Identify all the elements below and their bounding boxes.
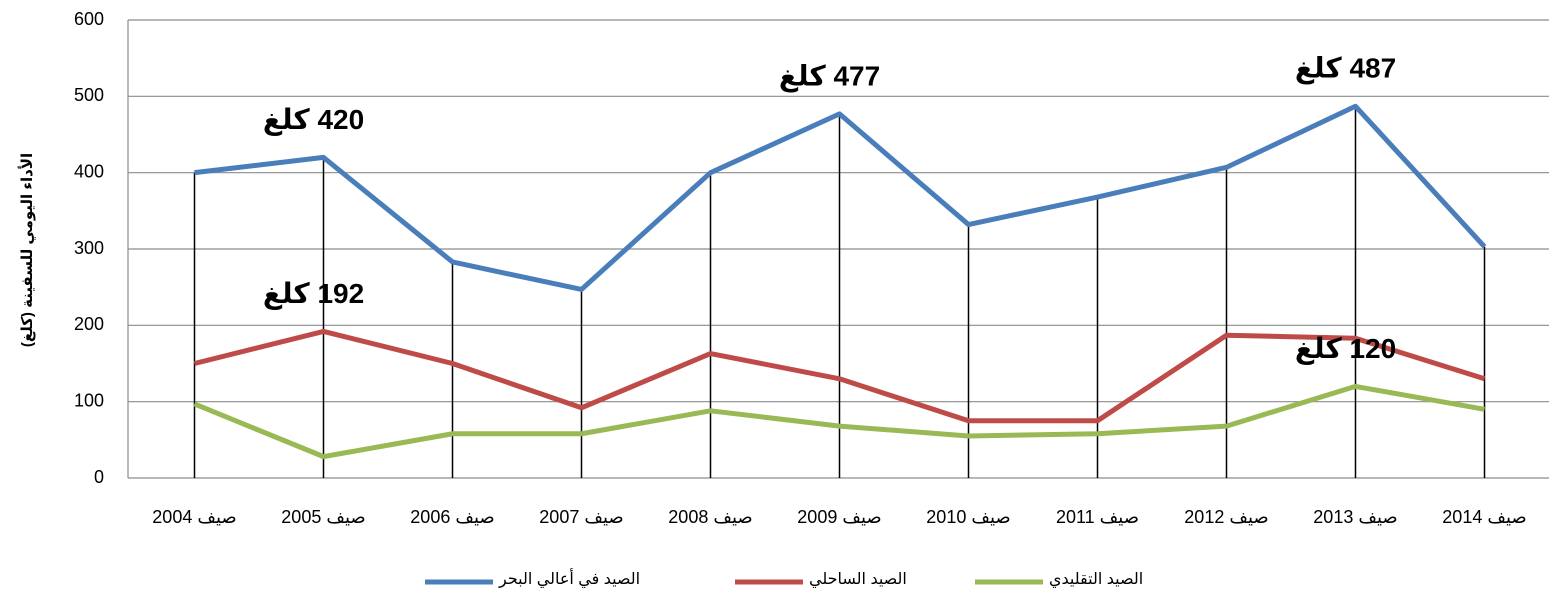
legend-label: الصيد في أعالي البحر xyxy=(498,568,640,589)
x-tick-label: صيف 2010 xyxy=(926,507,1010,527)
x-tick-label: صيف 2008 xyxy=(668,507,752,527)
value-label: 120 كلغ xyxy=(1295,333,1396,365)
x-tick-label: صيف 2004 xyxy=(152,507,236,527)
x-tick-label: صيف 2014 xyxy=(1442,507,1526,527)
y-tick-label: 500 xyxy=(74,85,104,105)
legend-label: الصيد الساحلي xyxy=(809,571,907,589)
x-tick-label: صيف 2005 xyxy=(281,507,365,527)
x-tick-label: صيف 2009 xyxy=(797,507,881,527)
value-label: 477 كلغ xyxy=(779,60,880,92)
y-axis-label: الأداء اليومي للسفينة (كلغ) xyxy=(18,153,36,347)
series-line xyxy=(193,383,1485,460)
x-tick-label: صيف 2006 xyxy=(410,507,494,527)
y-tick-label: 400 xyxy=(74,161,104,181)
value-label: 420 كلغ xyxy=(263,104,364,136)
value-label: 192 كلغ xyxy=(263,278,364,310)
series-line xyxy=(194,103,1487,292)
x-tick-label: صيف 2012 xyxy=(1184,507,1268,527)
y-tick-label: 600 xyxy=(74,9,104,29)
series-line xyxy=(193,328,1486,424)
legend-label: الصيد التقليدي xyxy=(1049,571,1143,589)
x-tick-label: صيف 2011 xyxy=(1056,507,1139,527)
y-tick-label: 300 xyxy=(74,238,104,258)
x-tick-label: صيف 2007 xyxy=(539,507,623,527)
value-label: 487 كلغ xyxy=(1295,53,1396,85)
y-tick-label: 100 xyxy=(74,390,104,410)
y-tick-label: 200 xyxy=(74,314,104,334)
y-tick-label: 0 xyxy=(94,467,104,487)
x-tick-label: صيف 2013 xyxy=(1313,507,1397,527)
